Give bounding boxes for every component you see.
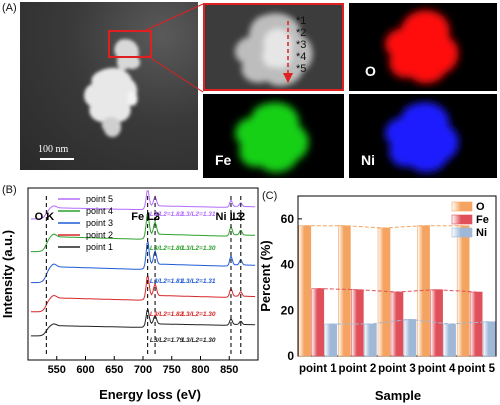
eels-edge-label: L2 — [147, 211, 160, 223]
eels-ratio-fe: L3/L2=1.81 — [150, 278, 184, 285]
bar-legend-label: O — [476, 201, 485, 213]
bar — [364, 323, 377, 357]
bar-legend-label: Ni — [476, 227, 487, 239]
eels-legend-label: point 4 — [86, 206, 113, 216]
map-ni: Ni — [349, 94, 497, 178]
bar-legend-swatch — [451, 201, 473, 212]
bar-legend-swatch — [451, 227, 473, 238]
map-ni-label: Ni — [361, 152, 375, 168]
percent-bar-chart: 0 20 40 60 point 1 point 2 point 3 point 4 point… — [258, 195, 497, 403]
eels-x-tick-label: 750 — [163, 364, 181, 376]
eels-edge-label: Ni L3 — [216, 211, 243, 223]
selection-box — [108, 30, 152, 58]
eels-ratio-fe: L3/L2=1.82 — [150, 311, 184, 318]
eels-legend-label: point 1 — [86, 242, 113, 252]
zoom-image: *1 *2 *3 *4 *5 — [203, 3, 344, 91]
scale-bar-label: 100 nm — [38, 144, 69, 155]
panel-a-label: (A) — [2, 2, 17, 14]
eels-x-tick-label: 650 — [105, 364, 123, 376]
bar-trend-line — [317, 288, 477, 293]
bar-x-tick-label: point 2 — [339, 363, 377, 375]
eels-legend-label: point 3 — [86, 218, 113, 228]
eels-x-tick-label: 800 — [191, 364, 209, 376]
bar-x-tick-label: point 4 — [418, 363, 456, 375]
point-marker-3: *3 — [296, 39, 307, 51]
eels-ratio-ni: L3/L2=1.31 — [182, 211, 216, 218]
point-marker-5: *5 — [296, 63, 307, 75]
bar — [430, 289, 443, 357]
eels-ratio-ni: L3/L2=1.31 — [182, 278, 216, 285]
bar — [377, 227, 391, 357]
point-marker-1: *1 — [296, 15, 307, 27]
eels-x-tick-label: 700 — [134, 364, 152, 376]
eels-ratio-fe: L3/L2=1.80 — [150, 245, 184, 252]
bar-y-tick-label: 0 — [287, 349, 294, 363]
bar-trend-line — [304, 225, 464, 229]
eels-series-line — [30, 241, 256, 284]
eels-series-line — [30, 309, 256, 337]
bar-legend-swatch — [451, 214, 473, 225]
eels-edge-label: O K — [35, 211, 55, 223]
eels-x-tick-label: 850 — [220, 364, 238, 376]
eels-x-axis-label: Energy loss (eV) — [99, 387, 201, 402]
eels-ratio-fe: L3/L2=1.82 — [150, 211, 184, 218]
bar-y-tick-label: 60 — [281, 212, 295, 226]
eels-series-line — [30, 189, 256, 220]
scale-bar — [40, 158, 74, 160]
bar-x-tick-label: point 5 — [457, 363, 495, 375]
bar — [298, 225, 312, 357]
eels-ratio-ni: L3/L2=1.30 — [182, 311, 216, 318]
map-fe: Fe — [203, 94, 344, 178]
point-marker-4: *4 — [296, 51, 307, 63]
bar-trend-line — [330, 318, 490, 325]
eels-series-line — [30, 212, 256, 253]
eels-ratio-ni: L3/L2=1.30 — [182, 337, 216, 344]
eels-edge-label: Fe L3 — [131, 211, 160, 223]
eels-legend-label: point 2 — [86, 230, 113, 240]
panel-c-label: (C) — [262, 190, 278, 202]
eels-x-tick-label: 550 — [48, 364, 66, 376]
bar — [469, 291, 483, 357]
eels-y-axis-label: Intensity (a.u.) — [0, 230, 15, 318]
bar — [482, 321, 496, 357]
zoom-particle — [235, 13, 313, 86]
bar-x-tick-label: point 3 — [378, 363, 416, 375]
bar-y-axis-label: Percent (%) — [258, 240, 273, 312]
bar — [403, 319, 417, 357]
bar-legend-label: Fe — [476, 214, 489, 226]
eels-x-tick-label: 600 — [76, 364, 94, 376]
bar — [311, 288, 325, 357]
particle-graphic — [84, 39, 141, 138]
tem-image: 100 nm — [20, 2, 198, 170]
eels-edge-label: L2 — [232, 211, 245, 223]
panel-b-label: (B) — [2, 184, 17, 196]
point-marker-2: *2 — [296, 27, 307, 39]
bar-x-axis-label: Sample — [375, 388, 421, 403]
bar-y-tick-label: 40 — [281, 258, 295, 272]
eels-ratio-ni: L3/L2=1.30 — [182, 245, 216, 252]
bar — [390, 291, 404, 357]
bar-x-tick-label: point 1 — [299, 363, 337, 375]
map-fe-label: Fe — [215, 152, 232, 168]
bar — [324, 323, 338, 357]
eels-ratio-fe: L3/L2=1.79 — [150, 337, 184, 344]
eels-legend-label: point 5 — [86, 194, 113, 204]
bar — [338, 225, 351, 357]
bar — [443, 323, 456, 357]
map-o: O — [349, 3, 497, 91]
zoom-connectors — [145, 3, 204, 93]
eels-series-line — [30, 275, 256, 313]
bar-y-tick-label: 20 — [281, 303, 295, 317]
bar — [351, 289, 364, 357]
map-o-label: O — [365, 63, 376, 79]
